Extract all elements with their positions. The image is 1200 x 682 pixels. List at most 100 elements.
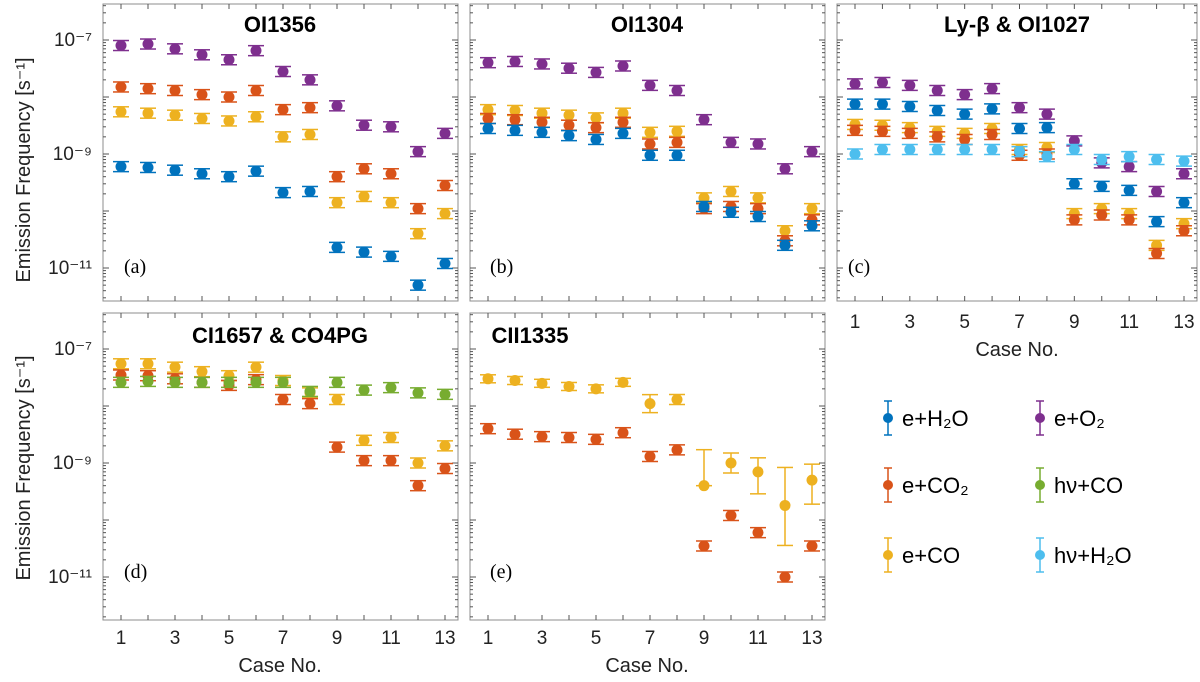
data-point bbox=[1178, 168, 1190, 180]
data-point bbox=[876, 143, 888, 155]
panel-d-label: (d) bbox=[124, 561, 147, 583]
data-point bbox=[412, 387, 424, 399]
y-axis-label-bottom: Emission Frequency [s⁻¹] bbox=[13, 355, 35, 580]
data-point bbox=[563, 119, 575, 131]
data-point bbox=[1096, 180, 1108, 192]
data-point bbox=[358, 455, 370, 467]
panel-a-marks bbox=[113, 38, 453, 291]
data-point bbox=[904, 143, 916, 155]
panel-d-xtick-3: 3 bbox=[170, 628, 181, 649]
data-point bbox=[904, 127, 916, 139]
data-point bbox=[277, 394, 289, 406]
panel-e-ticks bbox=[470, 313, 825, 620]
data-point bbox=[752, 138, 764, 150]
data-point bbox=[752, 192, 764, 204]
data-point bbox=[509, 124, 521, 136]
legend-label-e-h2o: e+H₂O bbox=[902, 406, 969, 431]
panel-d-marks bbox=[113, 358, 453, 492]
legend-label-e-o2: e+O₂ bbox=[1054, 406, 1105, 431]
panel-d-xtick-13: 13 bbox=[434, 628, 455, 649]
panel-c-frame bbox=[836, 3, 1198, 302]
data-point bbox=[590, 433, 602, 445]
data-point bbox=[250, 111, 262, 123]
data-point bbox=[617, 427, 629, 439]
data-point bbox=[671, 444, 683, 456]
data-point bbox=[142, 107, 154, 119]
data-point bbox=[725, 509, 737, 521]
data-point bbox=[806, 474, 818, 486]
panel-e-xticklabels: 1 3 5 7 9 11 13 bbox=[483, 628, 823, 649]
data-point bbox=[509, 55, 521, 67]
data-point bbox=[698, 200, 710, 212]
panel-c-xlabel: Case No. bbox=[975, 339, 1058, 361]
data-point bbox=[536, 58, 548, 70]
data-point bbox=[142, 83, 154, 95]
data-point bbox=[536, 377, 548, 389]
data-point bbox=[617, 127, 629, 139]
data-point bbox=[671, 394, 683, 406]
data-point bbox=[115, 376, 127, 388]
data-point bbox=[223, 91, 235, 103]
data-point bbox=[644, 451, 656, 463]
data-point bbox=[590, 383, 602, 395]
data-point bbox=[304, 74, 316, 86]
data-point bbox=[617, 376, 629, 388]
data-point bbox=[439, 388, 451, 400]
data-point bbox=[250, 45, 262, 57]
legend-marker-hv-co bbox=[1035, 480, 1045, 490]
panel-d: CI1657 & CO4PG (d) 10⁻⁷ 10⁻⁹ 10⁻¹¹ 1 3 5… bbox=[48, 312, 459, 677]
data-point bbox=[385, 432, 397, 444]
data-point bbox=[331, 171, 343, 183]
data-point bbox=[509, 104, 521, 116]
data-point bbox=[412, 279, 424, 291]
data-point bbox=[725, 185, 737, 197]
data-point bbox=[482, 112, 494, 124]
data-point bbox=[412, 228, 424, 240]
legend-entry-e-h2o: e+H₂O bbox=[883, 400, 969, 436]
data-point bbox=[876, 125, 888, 137]
data-point bbox=[644, 398, 656, 410]
panel-a-ytick-1e-9: 10⁻⁹ bbox=[53, 144, 92, 165]
data-point bbox=[439, 440, 451, 452]
data-point bbox=[250, 361, 262, 373]
data-point bbox=[644, 138, 656, 150]
data-point bbox=[412, 146, 424, 158]
data-point bbox=[115, 81, 127, 93]
panel-c-xtick-11: 11 bbox=[1119, 312, 1139, 333]
data-point bbox=[536, 431, 548, 443]
data-point bbox=[196, 168, 208, 180]
data-point bbox=[1178, 155, 1190, 167]
panel-e-xtick-3: 3 bbox=[537, 628, 548, 649]
data-point bbox=[482, 423, 494, 435]
panel-b-ticks bbox=[470, 4, 825, 301]
legend-marker-e-o2 bbox=[1035, 413, 1045, 423]
data-point bbox=[779, 225, 791, 237]
legend-entry-hv-co: hν+CO bbox=[1035, 467, 1123, 503]
data-point bbox=[698, 540, 710, 552]
data-point bbox=[1041, 122, 1053, 134]
data-point bbox=[806, 203, 818, 215]
data-point bbox=[196, 49, 208, 61]
data-point bbox=[1151, 185, 1163, 197]
data-point bbox=[806, 220, 818, 232]
data-point bbox=[849, 148, 861, 160]
data-point bbox=[509, 428, 521, 440]
legend-marker-hv-h2o bbox=[1035, 550, 1045, 560]
panel-d-ytick-1e-9: 10⁻⁹ bbox=[53, 453, 92, 474]
data-point bbox=[412, 480, 424, 492]
data-point bbox=[169, 376, 181, 388]
panel-d-ticks bbox=[103, 313, 458, 620]
legend-label-hv-h2o: hν+H₂O bbox=[1054, 543, 1132, 568]
data-point bbox=[698, 480, 710, 492]
data-point bbox=[331, 376, 343, 388]
data-point bbox=[986, 103, 998, 115]
data-point bbox=[1068, 143, 1080, 155]
panel-d-ytick-1e-11: 10⁻¹¹ bbox=[48, 567, 92, 588]
panel-a-label: (a) bbox=[124, 256, 146, 278]
data-point bbox=[1041, 108, 1053, 120]
panel-e-xtick-9: 9 bbox=[699, 628, 710, 649]
data-point bbox=[590, 112, 602, 124]
data-point bbox=[277, 66, 289, 78]
data-point bbox=[1014, 102, 1025, 114]
data-point bbox=[439, 127, 451, 139]
